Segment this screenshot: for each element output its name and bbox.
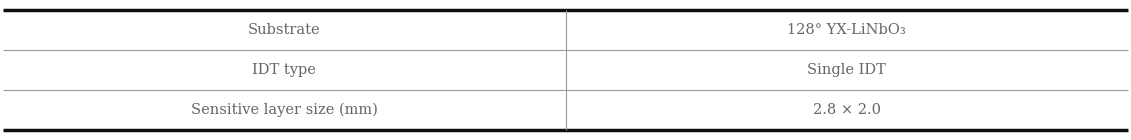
Text: 128° YX-LiNbO₃: 128° YX-LiNbO₃	[787, 23, 906, 37]
Text: 2.8 × 2.0: 2.8 × 2.0	[813, 103, 881, 117]
Text: Substrate: Substrate	[248, 23, 320, 37]
Text: IDT type: IDT type	[252, 63, 317, 77]
Text: Sensitive layer size (mm): Sensitive layer size (mm)	[191, 103, 378, 117]
Text: Single IDT: Single IDT	[808, 63, 887, 77]
